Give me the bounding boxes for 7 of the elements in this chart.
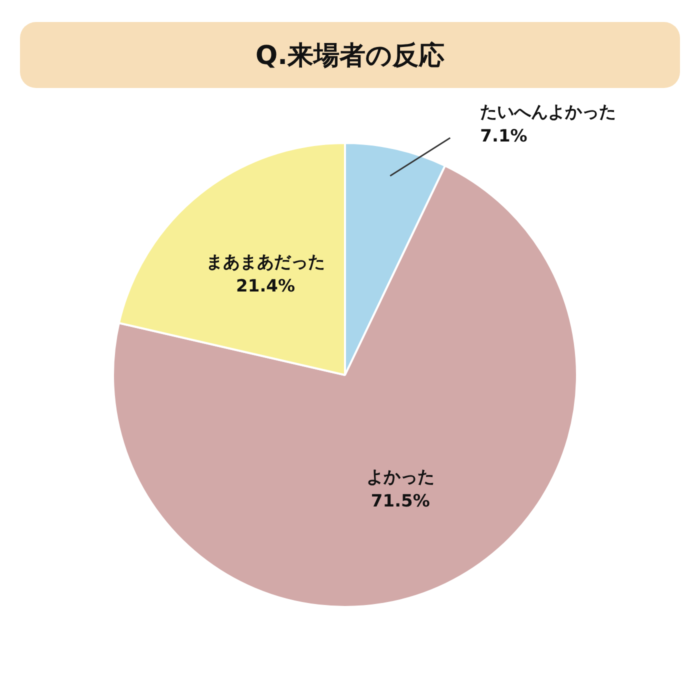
data-label: 7.1% (480, 126, 528, 146)
slice-label: たいへんよかった (480, 102, 616, 122)
chart-title: Q.来場者の反応 (20, 22, 680, 88)
slice-label: まあまあだった (206, 252, 326, 273)
slice-label: よかった (366, 467, 434, 488)
data-label: 71.5% (370, 491, 430, 512)
data-label: 21.4% (236, 276, 296, 297)
